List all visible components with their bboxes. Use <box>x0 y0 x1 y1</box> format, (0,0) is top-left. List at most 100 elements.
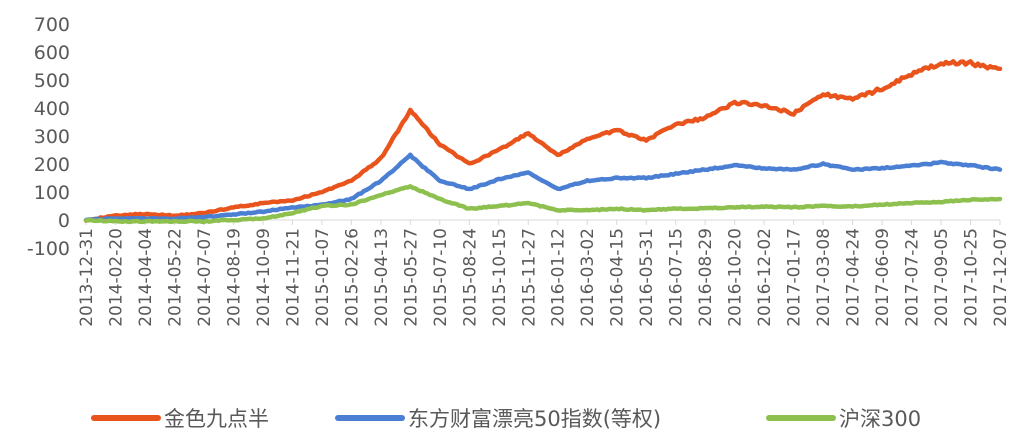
series-2-point <box>498 178 500 180</box>
legend-label: 东方财富漂亮50指数(等权) <box>408 407 661 431</box>
series-2-point <box>852 169 854 171</box>
y-tick-label: 300 <box>34 126 70 148</box>
series-3-point <box>232 219 234 221</box>
series-3-point <box>999 198 1001 200</box>
series-2-point <box>763 167 765 169</box>
series-3-point <box>852 206 854 208</box>
x-tick-label: 2015-04-13 <box>372 228 392 327</box>
series-1-point <box>439 143 441 145</box>
x-tick-label: 2015-01-07 <box>313 228 333 327</box>
x-tick-label: 2017-12-07 <box>991 228 1011 327</box>
x-tick-label: 2015-10-15 <box>490 228 510 327</box>
x-tick-label: 2015-05-27 <box>401 228 421 327</box>
x-tick-label: 2016-03-02 <box>578 228 598 327</box>
series-3-point <box>409 185 411 187</box>
series-3-point <box>527 202 529 204</box>
y-tick-label: 500 <box>34 70 70 92</box>
series-2-point <box>940 162 942 164</box>
x-tick-label: 2016-01-12 <box>549 228 569 327</box>
x-tick-label: 2017-06-09 <box>873 228 893 327</box>
series-1-point <box>911 73 913 75</box>
series-2-point <box>675 173 677 175</box>
series-1-point <box>291 199 293 201</box>
series-3-point <box>203 220 205 222</box>
x-tick-label: 2016-10-20 <box>726 228 746 327</box>
x-tick-label: 2014-02-20 <box>106 228 126 327</box>
x-tick-label: 2015-11-27 <box>519 228 539 327</box>
series-line-2 <box>83 152 1003 223</box>
x-tick-label: 2016-08-29 <box>696 228 716 327</box>
series-1-point <box>144 213 146 215</box>
series-3-point <box>173 220 175 222</box>
x-tick-label: 2017-04-24 <box>844 228 864 327</box>
x-tick-label: 2014-04-04 <box>136 228 156 327</box>
series-layer <box>83 59 1003 225</box>
series-1-point <box>498 149 500 151</box>
x-tick-label: 2017-03-08 <box>814 228 834 327</box>
y-tick-label: 100 <box>34 182 70 204</box>
x-tick-label: 2015-08-24 <box>460 228 480 327</box>
series-3-point <box>675 208 677 210</box>
series-2-point <box>616 177 618 179</box>
series-3-point <box>704 207 706 209</box>
series-1-point <box>822 93 824 95</box>
y-tick-label: 600 <box>34 42 70 64</box>
series-2-point <box>262 211 264 213</box>
series-2-point <box>881 167 883 169</box>
series-1-point <box>557 155 559 157</box>
series-1-point <box>173 215 175 217</box>
series-2-point <box>291 206 293 208</box>
x-tick-label: 2014-11-21 <box>283 228 303 327</box>
series-1-point <box>468 163 470 165</box>
series-2-point <box>734 164 736 166</box>
x-tick-label: 2016-12-02 <box>755 228 775 327</box>
series-2-point <box>380 180 382 182</box>
series-2-point <box>144 218 146 220</box>
series-3-point <box>350 204 352 206</box>
x-tick-label: 2016-07-15 <box>667 228 687 327</box>
series-1-point <box>734 101 736 103</box>
series-2-point <box>173 218 175 220</box>
series-1-point <box>763 104 765 106</box>
series-3-point <box>793 206 795 208</box>
series-1-point <box>970 62 972 64</box>
series-3-point <box>468 208 470 210</box>
series-1-point <box>940 62 942 64</box>
x-tick-label: 2014-05-22 <box>165 228 185 327</box>
x-tick-label: 2017-01-17 <box>785 228 805 327</box>
x-tick-label: 2014-08-19 <box>224 228 244 327</box>
legend-label: 金色九点半 <box>164 407 269 431</box>
series-2-point <box>586 180 588 182</box>
series-2-point <box>203 216 205 218</box>
y-tick-label: 400 <box>34 98 70 120</box>
series-3-point <box>970 199 972 201</box>
series-3-point <box>557 209 559 211</box>
series-1-point <box>203 212 205 214</box>
series-1-point <box>321 191 323 193</box>
series-1-point <box>645 139 647 141</box>
y-tick-label: -100 <box>27 238 70 260</box>
series-1-point <box>852 99 854 101</box>
series-1-point <box>881 87 883 89</box>
series-2-point <box>645 177 647 179</box>
series-2-point <box>232 213 234 215</box>
series-2-point <box>439 180 441 182</box>
x-tick-label: 2014-10-09 <box>254 228 274 327</box>
x-tick-label: 2013-12-31 <box>77 228 97 327</box>
series-2-point <box>970 164 972 166</box>
series-3-point <box>645 209 647 211</box>
x-tick-label: 2017-09-05 <box>932 228 952 327</box>
series-3-point <box>498 205 500 207</box>
series-3-point <box>262 218 264 220</box>
series-3-point <box>881 204 883 206</box>
series-2-point <box>793 169 795 171</box>
series-1-point <box>675 124 677 126</box>
series-2-point <box>704 169 706 171</box>
series-2-point <box>911 164 913 166</box>
series-1-point <box>262 202 264 204</box>
series-3-point <box>616 208 618 210</box>
series-3-point <box>321 205 323 207</box>
series-1-point <box>114 215 116 217</box>
x-tick-label: 2016-05-31 <box>637 228 657 327</box>
